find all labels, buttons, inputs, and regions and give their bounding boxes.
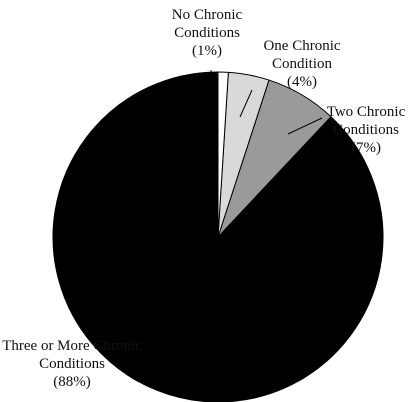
- value-label: (4%): [287, 74, 317, 90]
- slice-label: Three or More Chronic Conditions (88%): [0, 337, 145, 391]
- leader-line: [210, 69, 217, 117]
- leader-line: [239, 89, 253, 118]
- value-label: (88%): [53, 374, 91, 390]
- value-label: (1%): [192, 43, 222, 59]
- slice-label: Two Chronic Conditions (7%): [316, 103, 415, 157]
- category-label: Two Chronic Conditions: [326, 104, 406, 138]
- category-label: One Chronic Condition: [263, 38, 341, 72]
- category-label: Three or More Chronic Conditions: [2, 338, 142, 372]
- slice-label: No Chronic Conditions (1%): [157, 6, 257, 60]
- value-label: (7%): [351, 140, 381, 156]
- category-label: No Chronic Conditions: [171, 7, 243, 41]
- pie-slice: [217, 71, 229, 238]
- leader-line: [287, 117, 323, 135]
- slice-label: One Chronic Condition (4%): [252, 37, 352, 91]
